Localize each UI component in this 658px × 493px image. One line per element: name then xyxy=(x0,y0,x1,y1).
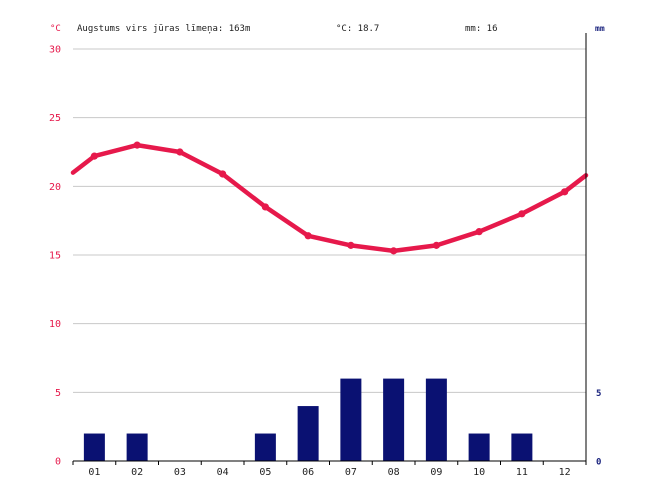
temperature-point xyxy=(518,210,526,218)
temperature-tick-label: 20 xyxy=(49,182,61,193)
right-axis-unit: mm xyxy=(595,24,605,33)
temperature-tick-label: 0 xyxy=(55,457,61,468)
temperature-point xyxy=(432,241,440,249)
precipitation-bar xyxy=(468,433,490,461)
gridlines xyxy=(73,48,586,393)
precipitation-tick-label: 0 xyxy=(596,458,601,468)
month-tick-label: 05 xyxy=(259,467,271,478)
temperature-point xyxy=(347,241,355,249)
temperature-point xyxy=(261,203,269,211)
temperature-point xyxy=(176,148,184,156)
temperature-summary: °C: 18.7 xyxy=(336,24,379,34)
precipitation-bar xyxy=(83,433,105,461)
temperature-point xyxy=(133,141,141,149)
precipitation-bar xyxy=(425,378,447,461)
axes xyxy=(72,33,587,465)
month-tick-label: 03 xyxy=(174,467,186,478)
temperature-point xyxy=(475,228,483,236)
month-tick-label: 08 xyxy=(388,467,400,478)
precipitation-bar xyxy=(254,433,276,461)
precipitation-bar xyxy=(511,433,533,461)
month-tick-label: 12 xyxy=(559,467,571,478)
month-tick-label: 02 xyxy=(131,467,143,478)
month-tick-label: 11 xyxy=(516,467,528,478)
temperature-line xyxy=(70,142,589,254)
precipitation-bars xyxy=(83,378,533,461)
temperature-point xyxy=(90,152,98,160)
temperature-series xyxy=(70,141,589,255)
precipitation-bar xyxy=(297,406,319,461)
temperature-point xyxy=(304,232,312,240)
temperature-tick-label: 25 xyxy=(49,113,61,124)
temperature-tick-label: 10 xyxy=(49,319,61,330)
precipitation-tick-label: 5 xyxy=(596,389,601,399)
temperature-point xyxy=(561,188,569,196)
temperature-point xyxy=(219,170,227,178)
precipitation-bar xyxy=(340,378,362,461)
temperature-point xyxy=(390,247,398,255)
month-tick-label: 01 xyxy=(88,467,100,478)
month-tick-label: 07 xyxy=(345,467,357,478)
location-altitude: Augstums virs jūras līmeņa: 163m xyxy=(77,24,250,34)
left-axis-unit: °C xyxy=(50,24,61,34)
month-tick-label: 10 xyxy=(473,467,485,478)
temperature-tick-label: 30 xyxy=(49,45,61,56)
temperature-tick-label: 15 xyxy=(49,251,61,262)
temperature-tick-label: 5 xyxy=(55,388,61,399)
month-tick-label: 06 xyxy=(302,467,314,478)
precipitation-bar xyxy=(126,433,148,461)
precipitation-bar xyxy=(383,378,405,461)
month-tick-label: 09 xyxy=(430,467,442,478)
month-tick-label: 04 xyxy=(217,467,229,478)
precipitation-summary: mm: 16 xyxy=(465,24,498,34)
